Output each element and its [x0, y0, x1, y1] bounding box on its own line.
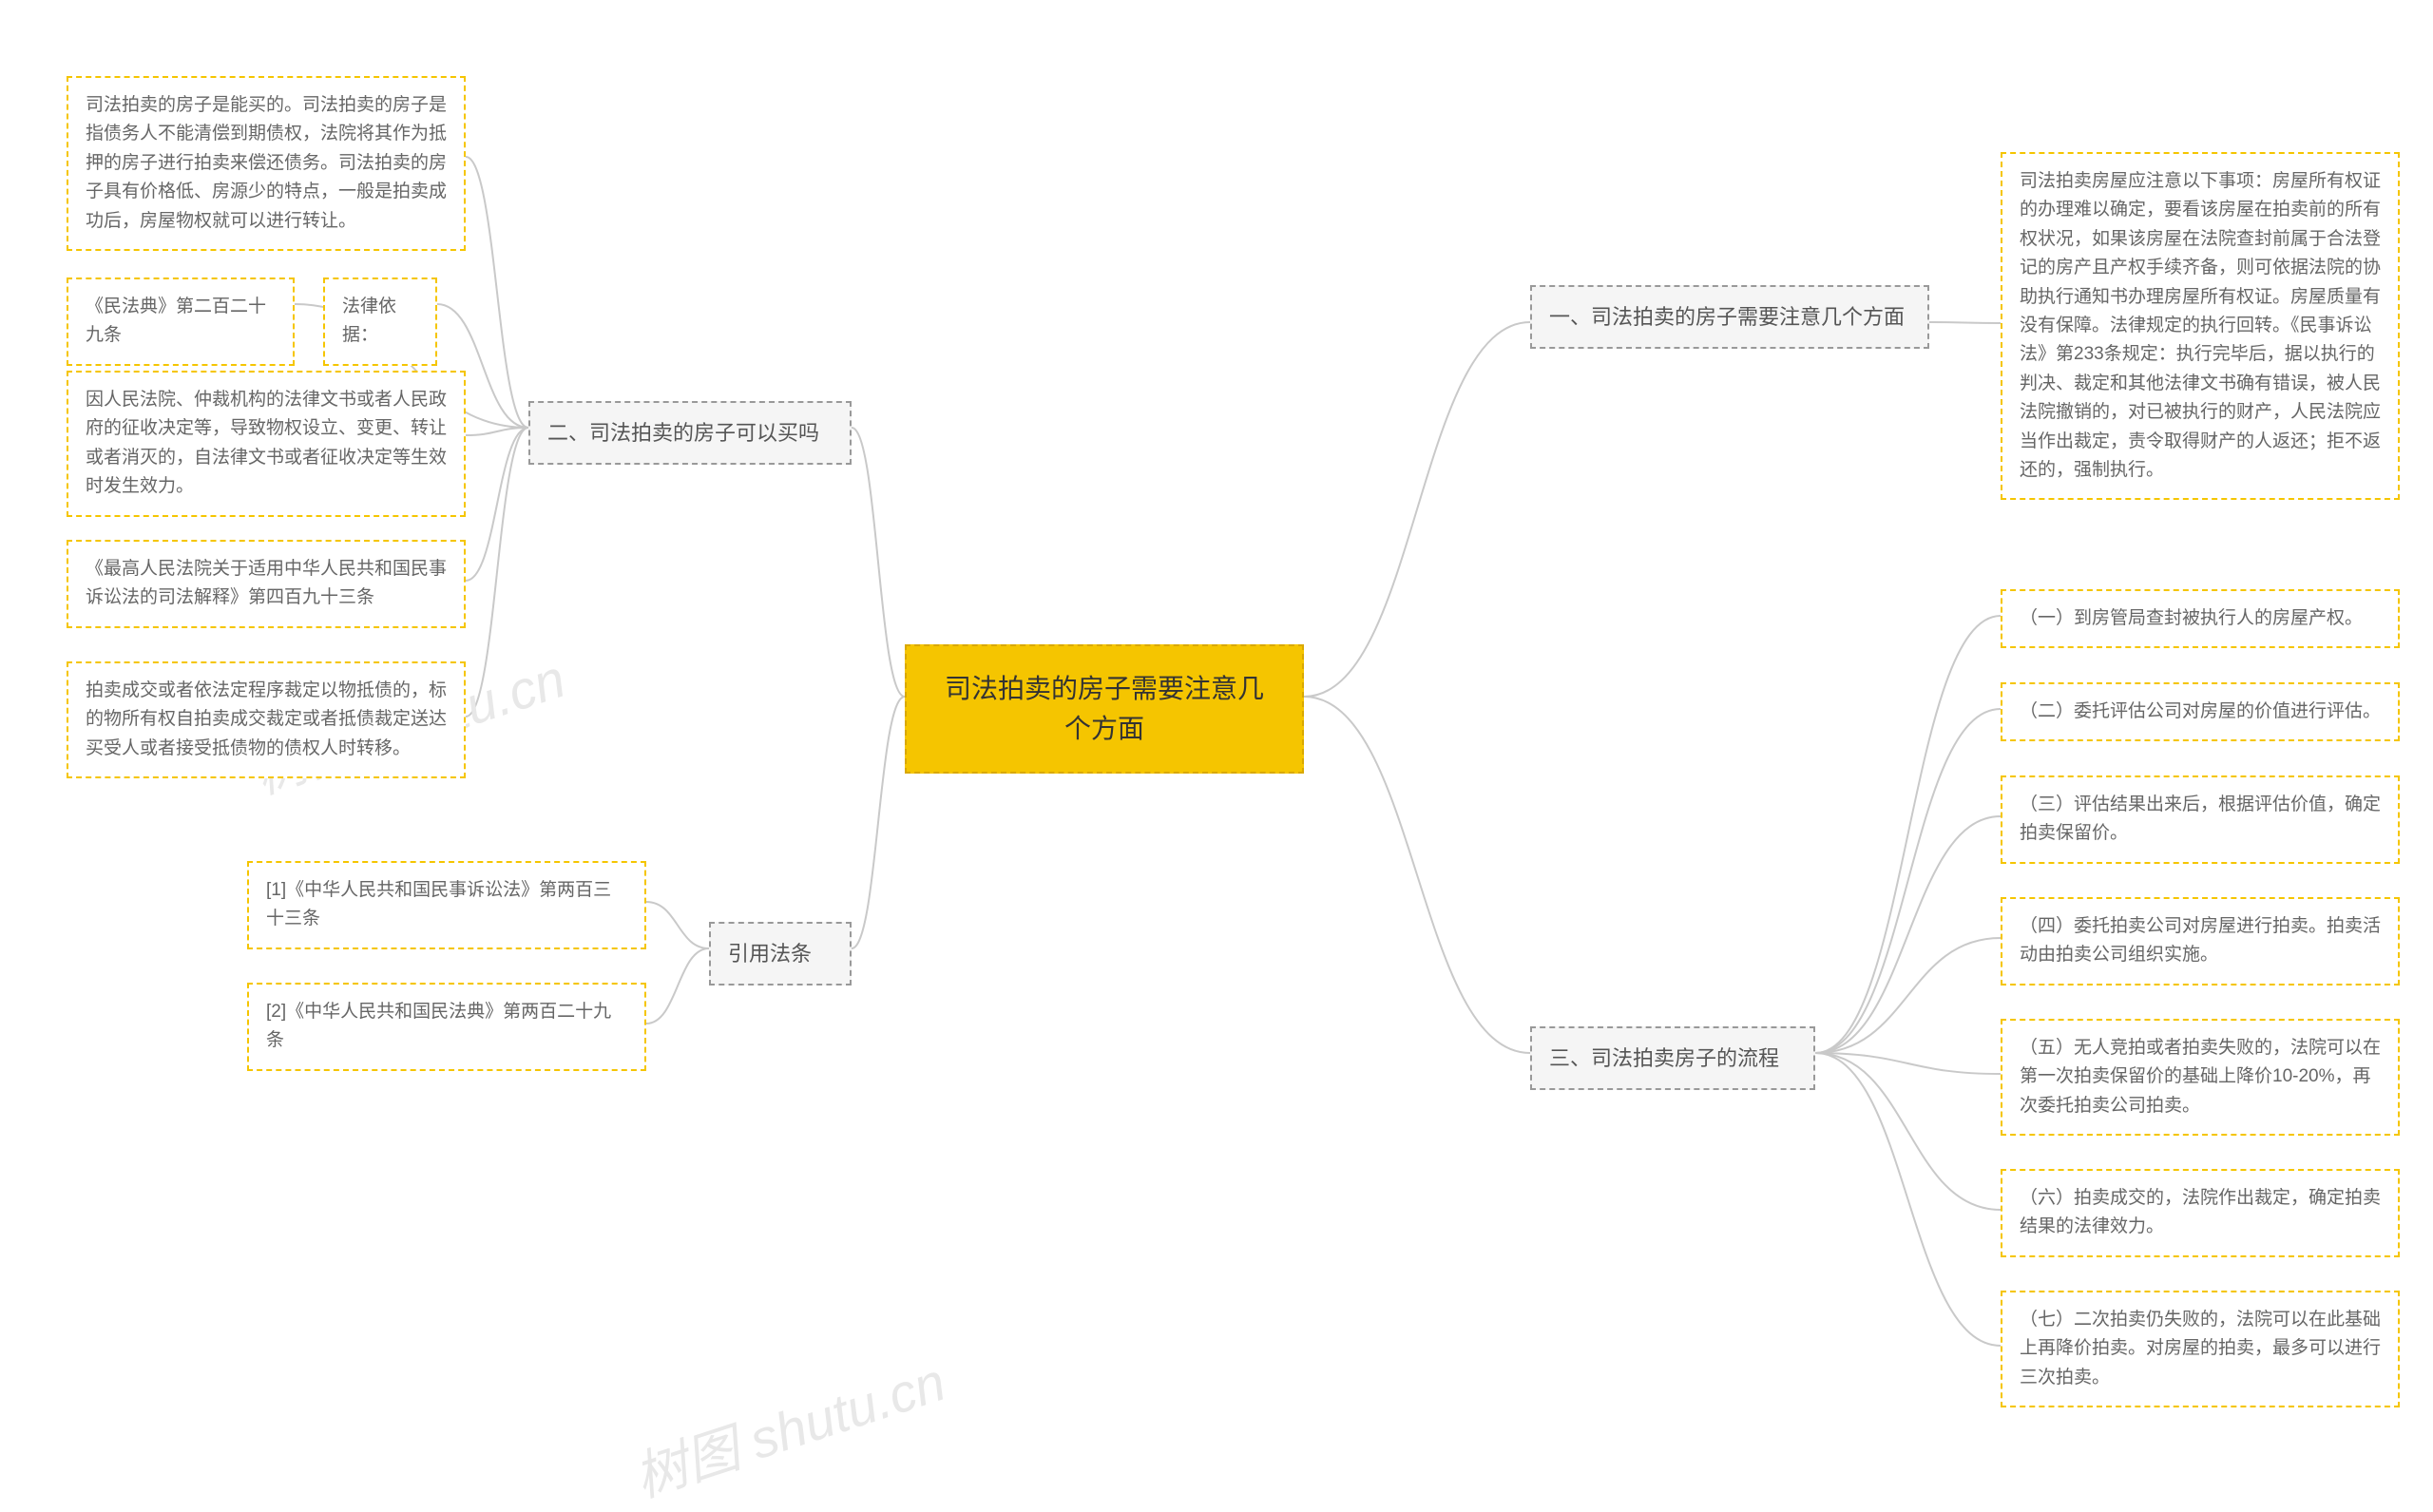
watermark-3: 树图 shutu.cn [623, 1340, 954, 1512]
leaf-b3l6: （六）拍卖成交的，法院作出裁定，确定拍卖结果的法律效力。 [2001, 1169, 2400, 1257]
leaf-b3l1: （一）到房管局查封被执行人的房屋产权。 [2001, 589, 2400, 648]
leaf-b2l2a: 《民法典》第二百二十九条 [67, 278, 295, 366]
branch-b1: 一、司法拍卖的房子需要注意几个方面 [1530, 285, 1929, 349]
leaf-b2l3: 因人民法院、仲裁机构的法律文书或者人民政府的征收决定等，导致物权设立、变更、转让… [67, 371, 466, 517]
leaf-b3l4: （四）委托拍卖公司对房屋进行拍卖。拍卖活动由拍卖公司组织实施。 [2001, 897, 2400, 986]
leaf-b2l5: 拍卖成交或者依法定程序裁定以物抵债的，标的物所有权自拍卖成交裁定或者抵债裁定送达… [67, 661, 466, 778]
leaf-b4l1: [1]《中华人民共和国民事诉讼法》第两百三十三条 [247, 861, 646, 949]
leaf-b2l4: 《最高人民法院关于适用中华人民共和国民事诉讼法的司法解释》第四百九十三条 [67, 540, 466, 628]
leaf-b4l2: [2]《中华人民共和国民法典》第两百二十九条 [247, 983, 646, 1071]
branch-b3: 三、司法拍卖房子的流程 [1530, 1026, 1815, 1090]
leaf-b1l1: 司法拍卖房屋应注意以下事项：房屋所有权证的办理难以确定，要看该房屋在拍卖前的所有… [2001, 152, 2400, 500]
leaf-b2l2b: 法律依据： [323, 278, 437, 366]
branch-b2: 二、司法拍卖的房子可以买吗 [528, 401, 852, 465]
leaf-b3l2: （二）委托评估公司对房屋的价值进行评估。 [2001, 682, 2400, 741]
center-node: 司法拍卖的房子需要注意几个方面 [905, 644, 1304, 774]
leaf-b3l7: （七）二次拍卖仍失败的，法院可以在此基础上再降价拍卖。对房屋的拍卖，最多可以进行… [2001, 1291, 2400, 1407]
leaf-b3l3: （三）评估结果出来后，根据评估价值，确定拍卖保留价。 [2001, 775, 2400, 864]
leaf-b2l1: 司法拍卖的房子是能买的。司法拍卖的房子是指债务人不能清偿到期债权，法院将其作为抵… [67, 76, 466, 251]
leaf-b3l5: （五）无人竞拍或者拍卖失败的，法院可以在第一次拍卖保留价的基础上降价10-20%… [2001, 1019, 2400, 1136]
branch-b4: 引用法条 [709, 922, 852, 986]
